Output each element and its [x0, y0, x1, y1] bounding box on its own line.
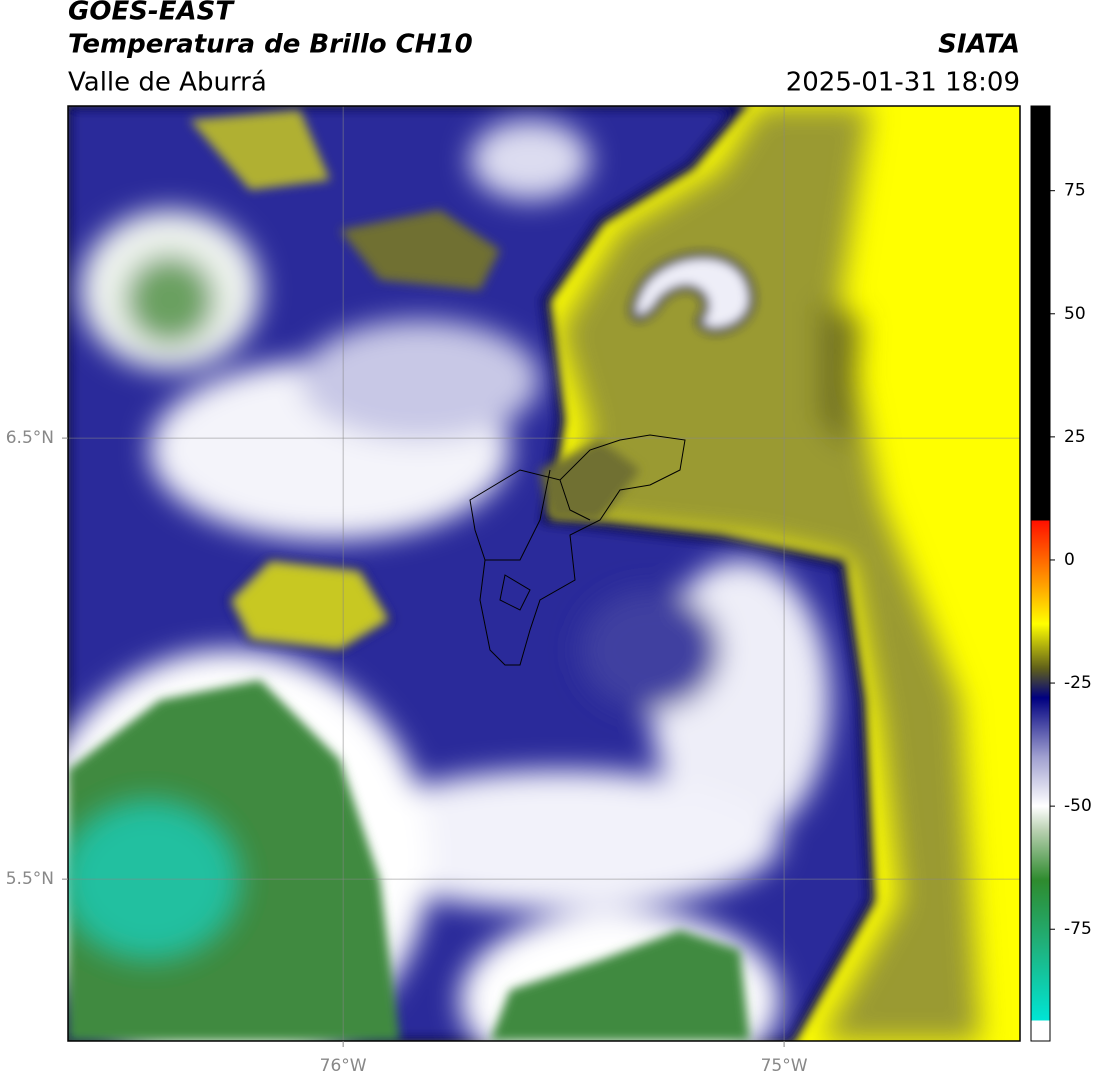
valley-outline: [469, 434, 686, 666]
region: Valle de Aburrá: [68, 68, 267, 98]
y-tick-label: 6.5°N: [6, 428, 54, 448]
timestamp: 2025-01-31 18:09: [786, 68, 1020, 98]
colorbar-tick-label: 50: [1064, 304, 1086, 324]
colorbar-tick-label: 0: [1064, 550, 1075, 570]
colorbar-tick-label: -50: [1064, 796, 1092, 816]
colorbar-tick-label: 25: [1064, 427, 1086, 447]
map-frame: [67, 105, 1021, 1042]
x-tick-label: 76°W: [320, 1056, 367, 1076]
subtitle: Temperatura de Brillo CH10: [68, 30, 473, 60]
satellite-image: [68, 106, 1020, 1041]
title: GOES-EAST: [68, 0, 235, 27]
y-tick-label: 5.5°N: [6, 869, 54, 889]
colorbar-tick-label: -25: [1064, 673, 1092, 693]
colorbar-tick-label: 75: [1064, 181, 1086, 201]
colorbar-tick-label: -75: [1064, 919, 1092, 939]
colorbar: [1030, 105, 1051, 1042]
agency: SIATA: [938, 30, 1020, 60]
x-tick-label: 75°W: [761, 1056, 808, 1076]
